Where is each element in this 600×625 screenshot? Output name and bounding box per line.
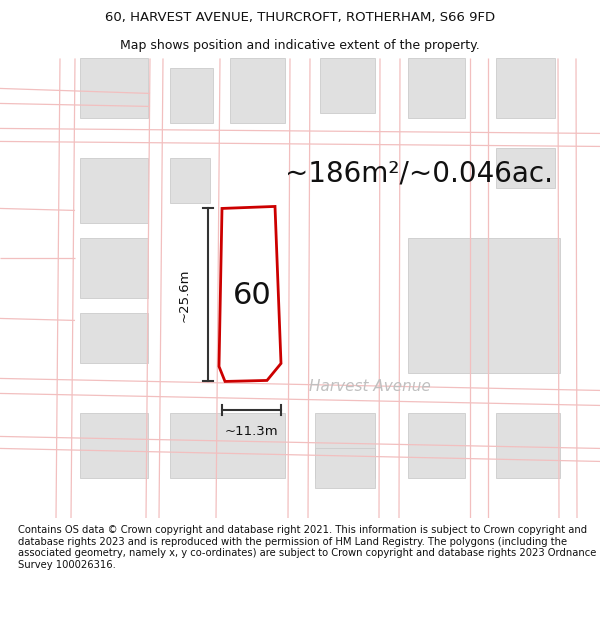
Polygon shape: [80, 58, 148, 119]
Polygon shape: [80, 414, 148, 479]
Polygon shape: [408, 238, 560, 373]
Polygon shape: [170, 414, 285, 479]
Polygon shape: [496, 148, 555, 189]
Polygon shape: [170, 68, 213, 124]
Text: ~25.6m: ~25.6m: [178, 268, 191, 322]
Polygon shape: [315, 449, 375, 489]
Polygon shape: [408, 58, 465, 119]
Polygon shape: [496, 58, 555, 119]
Text: Contains OS data © Crown copyright and database right 2021. This information is : Contains OS data © Crown copyright and d…: [18, 525, 596, 570]
Text: 60, HARVEST AVENUE, THURCROFT, ROTHERHAM, S66 9FD: 60, HARVEST AVENUE, THURCROFT, ROTHERHAM…: [105, 11, 495, 24]
Polygon shape: [219, 206, 281, 381]
Polygon shape: [320, 58, 375, 114]
Polygon shape: [408, 414, 465, 479]
Text: 60: 60: [233, 281, 271, 310]
Polygon shape: [315, 414, 375, 479]
Polygon shape: [170, 158, 210, 204]
Text: Map shows position and indicative extent of the property.: Map shows position and indicative extent…: [120, 39, 480, 51]
Text: ~186m²/~0.046ac.: ~186m²/~0.046ac.: [285, 159, 553, 188]
Polygon shape: [496, 414, 560, 479]
Polygon shape: [230, 58, 285, 124]
Polygon shape: [80, 238, 148, 298]
Text: Harvest Avenue: Harvest Avenue: [309, 379, 431, 394]
Text: ~11.3m: ~11.3m: [224, 426, 278, 439]
Polygon shape: [80, 158, 148, 223]
Polygon shape: [80, 314, 148, 363]
